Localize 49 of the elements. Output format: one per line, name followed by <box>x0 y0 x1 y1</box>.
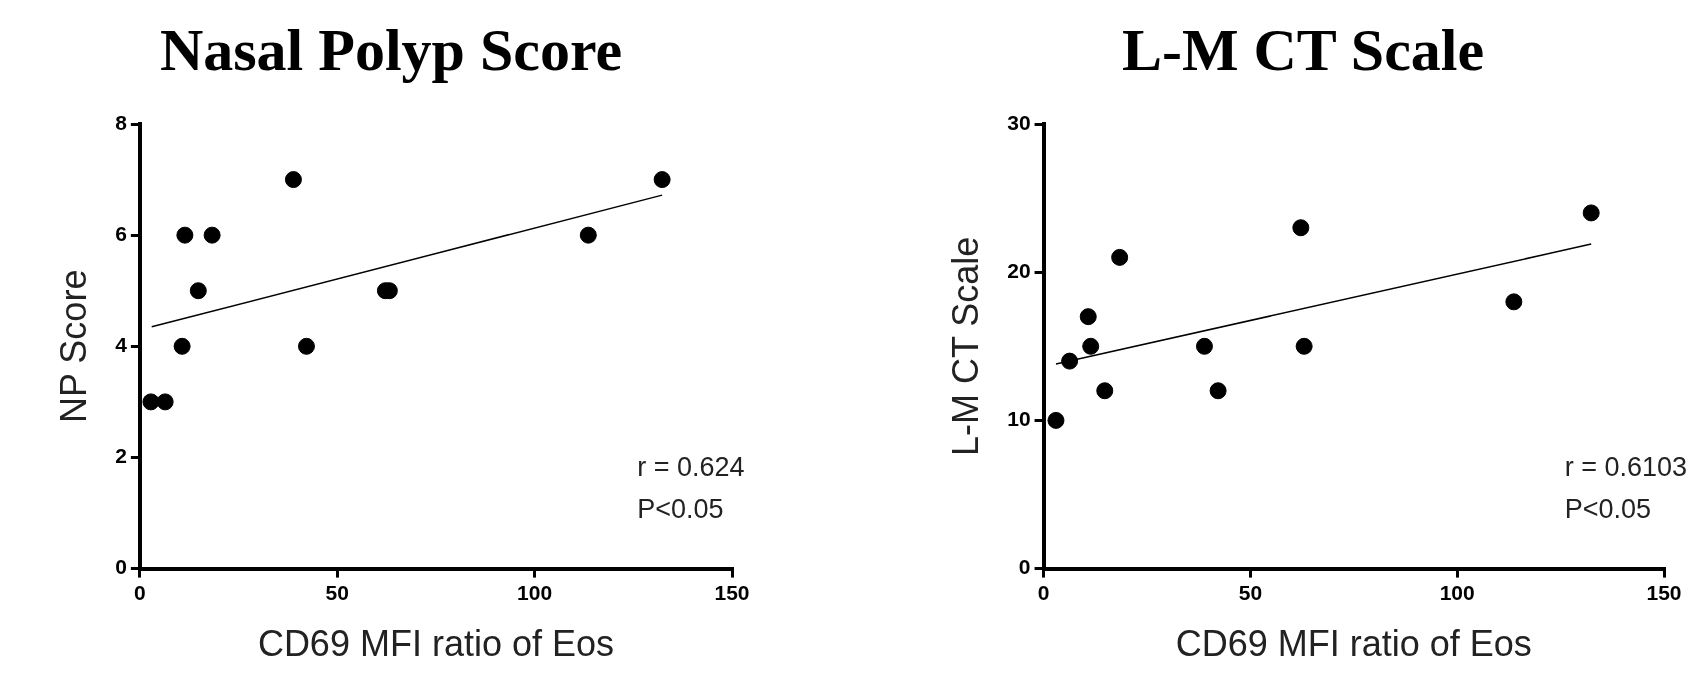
y-tick-label: 10 <box>1007 407 1031 431</box>
y-tick-label: 4 <box>115 333 128 357</box>
y-axis-title: L-M CT Scale <box>944 236 986 456</box>
point <box>284 171 302 189</box>
point <box>1582 204 1600 222</box>
point <box>189 282 207 300</box>
point <box>579 226 597 244</box>
point <box>203 226 221 244</box>
y-tick-label: 20 <box>1007 259 1031 282</box>
point <box>1295 337 1313 355</box>
point <box>142 393 160 411</box>
point <box>173 337 191 355</box>
x-tick-label: 100 <box>1439 581 1475 604</box>
y-tick-label: 0 <box>115 555 127 579</box>
x-tick-label: 150 <box>714 581 750 604</box>
point <box>176 226 194 244</box>
point <box>1079 308 1097 326</box>
point <box>297 337 315 355</box>
point <box>1209 382 1227 400</box>
point <box>156 393 174 411</box>
x-tick-label: 0 <box>134 581 146 604</box>
y-tick-label: 8 <box>115 110 128 134</box>
x-tick-label: 0 <box>1037 581 1050 604</box>
x-tick-label: 150 <box>1646 581 1682 604</box>
x-tick-label: 100 <box>517 581 553 604</box>
point <box>1047 411 1065 429</box>
y-tick-label: 30 <box>1007 110 1031 134</box>
point <box>653 171 671 189</box>
x-tick-label: 50 <box>1238 581 1263 604</box>
annotation: P<0.05 <box>637 494 724 525</box>
chart-title: Nasal Polyp Score <box>159 16 623 83</box>
annotation: r = 0.624 <box>637 452 745 483</box>
point <box>1111 248 1129 266</box>
x-axis-title: CD69 MFI ratio of Eos <box>257 623 614 665</box>
point <box>1082 337 1100 355</box>
y-tick-label: 0 <box>1018 555 1031 579</box>
chart-title: L-M CT Scale <box>1121 16 1485 83</box>
point <box>1505 293 1523 311</box>
y-tick-label: 2 <box>115 444 127 468</box>
x-axis-title: CD69 MFI ratio of Eos <box>1175 623 1532 665</box>
point <box>1061 352 1079 370</box>
y-axis-title: NP Score <box>52 269 94 423</box>
point <box>1292 219 1310 237</box>
annotation: r = 0.6103 <box>1564 452 1688 483</box>
y-tick-label: 6 <box>115 221 127 245</box>
x-tick-label: 50 <box>325 581 349 604</box>
point <box>1195 337 1213 355</box>
point <box>1096 382 1114 400</box>
annotation: P<0.05 <box>1564 494 1652 525</box>
